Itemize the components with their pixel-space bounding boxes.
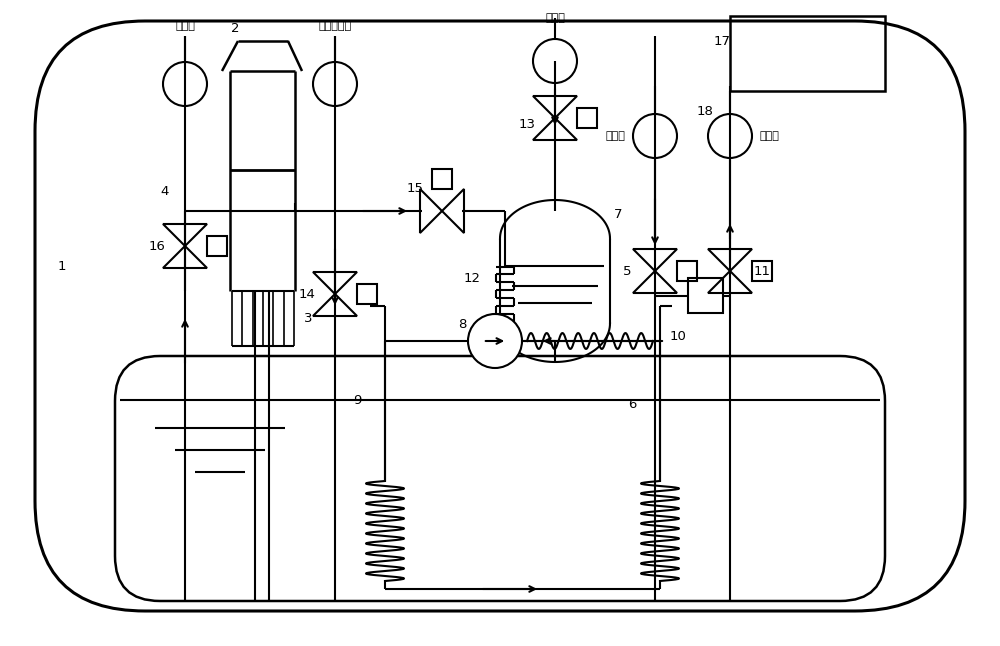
Circle shape — [468, 314, 522, 368]
Text: 7: 7 — [614, 207, 622, 220]
Text: 14: 14 — [299, 287, 315, 300]
Text: 17: 17 — [714, 34, 730, 48]
Bar — [677, 261, 697, 281]
Text: 13: 13 — [518, 118, 536, 130]
Text: 备气口: 备气口 — [545, 13, 565, 23]
Text: 2: 2 — [231, 21, 239, 34]
Text: 6: 6 — [628, 397, 636, 410]
Text: 3: 3 — [304, 311, 312, 324]
Bar — [207, 236, 227, 256]
Bar — [577, 108, 597, 128]
Text: 4: 4 — [161, 185, 169, 198]
Text: 回液口: 回液口 — [605, 131, 625, 141]
Text: 1: 1 — [58, 260, 66, 273]
Text: 5: 5 — [623, 264, 631, 278]
Bar — [752, 261, 772, 281]
Text: 出液口: 出液口 — [760, 131, 780, 141]
Text: 12: 12 — [464, 271, 480, 284]
Text: 16: 16 — [149, 240, 165, 253]
Text: 15: 15 — [407, 182, 424, 194]
Text: 备气口: 备气口 — [175, 21, 195, 31]
Bar — [730, 16, 885, 91]
Bar — [432, 169, 452, 189]
Bar — [357, 284, 377, 304]
Text: 9: 9 — [353, 395, 361, 408]
Text: 11: 11 — [754, 264, 770, 278]
Text: 道氮加注口: 道氮加注口 — [318, 21, 352, 31]
Text: 18: 18 — [697, 105, 713, 118]
Text: 10: 10 — [670, 329, 686, 342]
Bar — [688, 278, 723, 313]
Text: 8: 8 — [458, 317, 466, 331]
